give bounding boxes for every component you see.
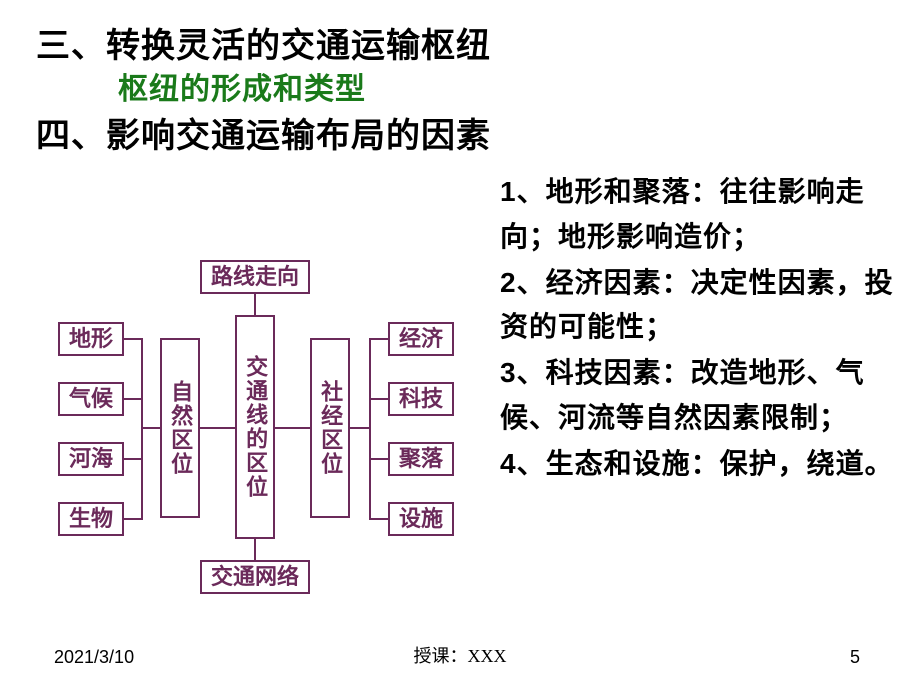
- bullet-1-num: 1: [500, 176, 517, 207]
- diagram-node-r2: 科技: [388, 382, 454, 416]
- diagram-node-top: 路线走向: [200, 260, 310, 294]
- diagram-node-r1: 经济: [388, 322, 454, 356]
- diagram-edge: [124, 399, 142, 428]
- bullet-3: 3、科技因素：改造地形、气候、河流等自然因素限制；: [500, 351, 900, 442]
- bullet-3-txt: 、科技因素：改造地形、气候、河流等自然因素限制；: [500, 358, 865, 434]
- bullet-1: 1、地形和聚落：往往影响走向；地形影响造价；: [500, 170, 900, 261]
- bullet-1-txt: 、地形和聚落：往往影响走向；地形影响造价；: [500, 177, 865, 253]
- heading-4: 四、影响交通运输布局的因素: [36, 108, 491, 157]
- subtitle: 枢纽的形成和类型: [118, 64, 366, 108]
- bullet-2-num: 2: [500, 267, 517, 298]
- bullet-4-num: 4: [500, 448, 517, 479]
- diagram-node-nat: 自然区位: [160, 338, 200, 518]
- diagram-node-l4: 生物: [58, 502, 124, 536]
- bullet-4: 4、生态和设施：保护，绕道。: [500, 442, 900, 488]
- bullet-3-num: 3: [500, 357, 517, 388]
- diagram-node-l2: 气候: [58, 382, 124, 416]
- bullet-4-txt: 、生态和设施：保护，绕道。: [517, 449, 894, 480]
- slide: 三、转换灵活的交通运输枢纽 枢纽的形成和类型 四、影响交通运输布局的因素 1、地…: [0, 0, 920, 690]
- diagram-edge: [124, 428, 142, 459]
- diagram-edge: [124, 428, 142, 519]
- location-diagram: 路线走向交通网络 自然区位交通线的区位社经区位 地形气候河海生物 经济科技聚落设施: [30, 260, 480, 600]
- diagram-node-bottom: 交通网络: [200, 560, 310, 594]
- heading-3: 三、转换灵活的交通运输枢纽: [36, 18, 491, 67]
- diagram-edge: [370, 428, 388, 519]
- diagram-node-r4: 设施: [388, 502, 454, 536]
- diagram-node-l3: 河海: [58, 442, 124, 476]
- footer-page-number: 5: [850, 647, 860, 668]
- diagram-node-l1: 地形: [58, 322, 124, 356]
- diagram-edge: [370, 399, 388, 428]
- diagram-node-r3: 聚落: [388, 442, 454, 476]
- bullet-list: 1、地形和聚落：往往影响走向；地形影响造价； 2、经济因素：决定性因素，投资的可…: [500, 170, 900, 488]
- diagram-node-center: 交通线的区位: [235, 315, 275, 539]
- bullet-2-txt: 、经济因素：决定性因素，投资的可能性；: [500, 268, 894, 344]
- diagram-edge: [370, 428, 388, 459]
- diagram-node-soc: 社经区位: [310, 338, 350, 518]
- footer-lecturer: 授课：XXX: [0, 642, 920, 668]
- bullet-2: 2、经济因素：决定性因素，投资的可能性；: [500, 261, 900, 352]
